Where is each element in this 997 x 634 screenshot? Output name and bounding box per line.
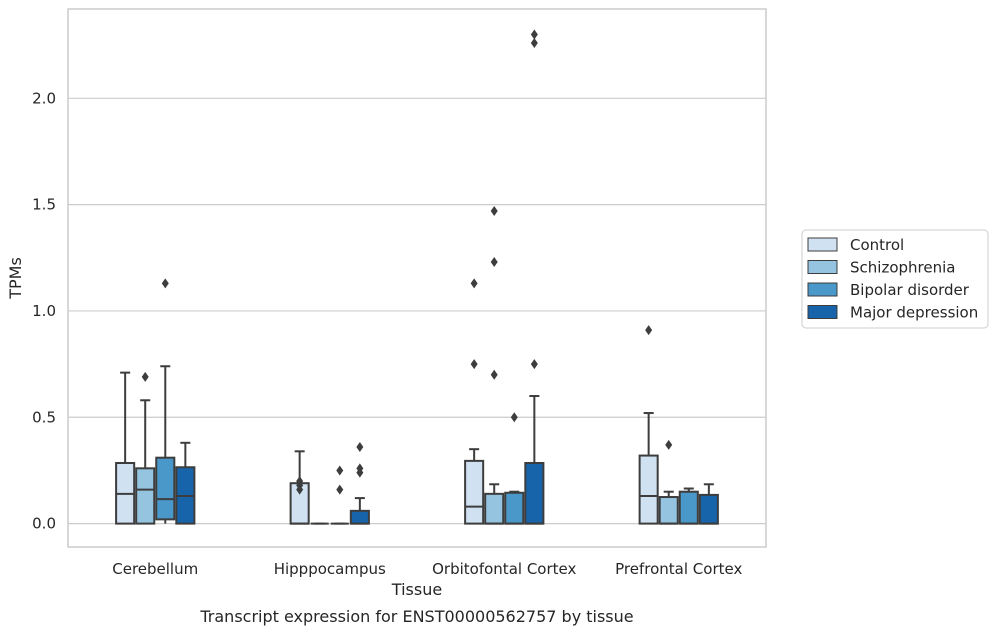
x-axis-title: Tissue: [391, 580, 442, 599]
outlier-point: [141, 371, 149, 382]
legend-frame: [801, 229, 989, 329]
chart-caption: Transcript expression for ENST0000056275…: [199, 607, 633, 626]
box-group: [658, 439, 679, 525]
legend: Control Schizophrenia Bipolar disorder Majo…: [801, 229, 989, 329]
y-tick-label: 2.0: [32, 89, 56, 107]
box: [155, 456, 176, 521]
y-tick-label: 0.5: [32, 408, 56, 426]
outlier-point: [510, 412, 518, 423]
outlier-point: [490, 257, 498, 268]
outlier-point: [490, 369, 498, 380]
x-tick-label: Orbitofontal Cortex: [432, 560, 576, 578]
box-group: [484, 206, 505, 525]
y-tick-label: 1.5: [32, 196, 56, 214]
legend-swatch: [807, 305, 838, 319]
box-group: [678, 487, 699, 525]
box-group: [289, 450, 310, 525]
box: [464, 459, 485, 525]
box: [638, 454, 659, 525]
outlier-point: [356, 442, 364, 453]
legend-swatch: [807, 282, 838, 297]
x-tick-labels: Cerebellum Hipppocampus Orbitofontal Corte…: [112, 560, 742, 578]
legend-swatch: [807, 260, 838, 274]
box: [658, 496, 679, 525]
outlier-point: [336, 465, 344, 476]
box-group: [638, 325, 659, 525]
y-tick-labels: 0.0 0.5 1.0 1.5 2.0: [32, 89, 56, 532]
legend-swatch: [807, 237, 838, 252]
box: [504, 491, 525, 525]
box: [678, 490, 699, 525]
box-group: [115, 371, 136, 525]
legend-label: Schizophrenia: [850, 259, 955, 277]
box-group: [155, 278, 176, 524]
y-tick-label: 1.0: [32, 302, 56, 320]
legend-label: Bipolar disorder: [850, 281, 970, 299]
legend-label: Control: [850, 236, 904, 254]
outlier-point: [490, 206, 498, 217]
outlier-point: [665, 439, 673, 450]
outlier-point: [530, 29, 538, 40]
box: [484, 492, 505, 525]
outlier-point: [296, 476, 304, 487]
box-group: [524, 29, 545, 525]
outlier-point: [530, 38, 538, 49]
box-group: [464, 278, 485, 525]
box: [135, 467, 156, 525]
box-group: [349, 442, 370, 525]
outlier-point: [336, 484, 344, 495]
x-tick-label: Cerebellum: [112, 560, 198, 578]
box: [698, 493, 719, 525]
outlier-point: [470, 278, 478, 289]
outlier-point: [470, 359, 478, 370]
x-tick-label: Prefrontal Cortex: [615, 560, 742, 578]
box: [349, 509, 370, 525]
boxes-layer: [115, 29, 719, 525]
legend-label: Major depression: [850, 304, 978, 322]
box-group: [135, 371, 156, 525]
outlier-point: [161, 278, 169, 289]
outlier-point: [530, 359, 538, 370]
box: [524, 462, 545, 525]
x-tick-label: Hipppocampus: [274, 560, 386, 578]
box-group: [175, 441, 196, 525]
outlier-point: [356, 463, 364, 474]
y-axis-title: TPMs: [6, 257, 25, 300]
outlier-point: [645, 325, 653, 336]
box-group: [698, 483, 719, 525]
box-group: [504, 412, 525, 525]
y-tick-label: 0.0: [32, 515, 56, 533]
box-group: [330, 465, 349, 525]
